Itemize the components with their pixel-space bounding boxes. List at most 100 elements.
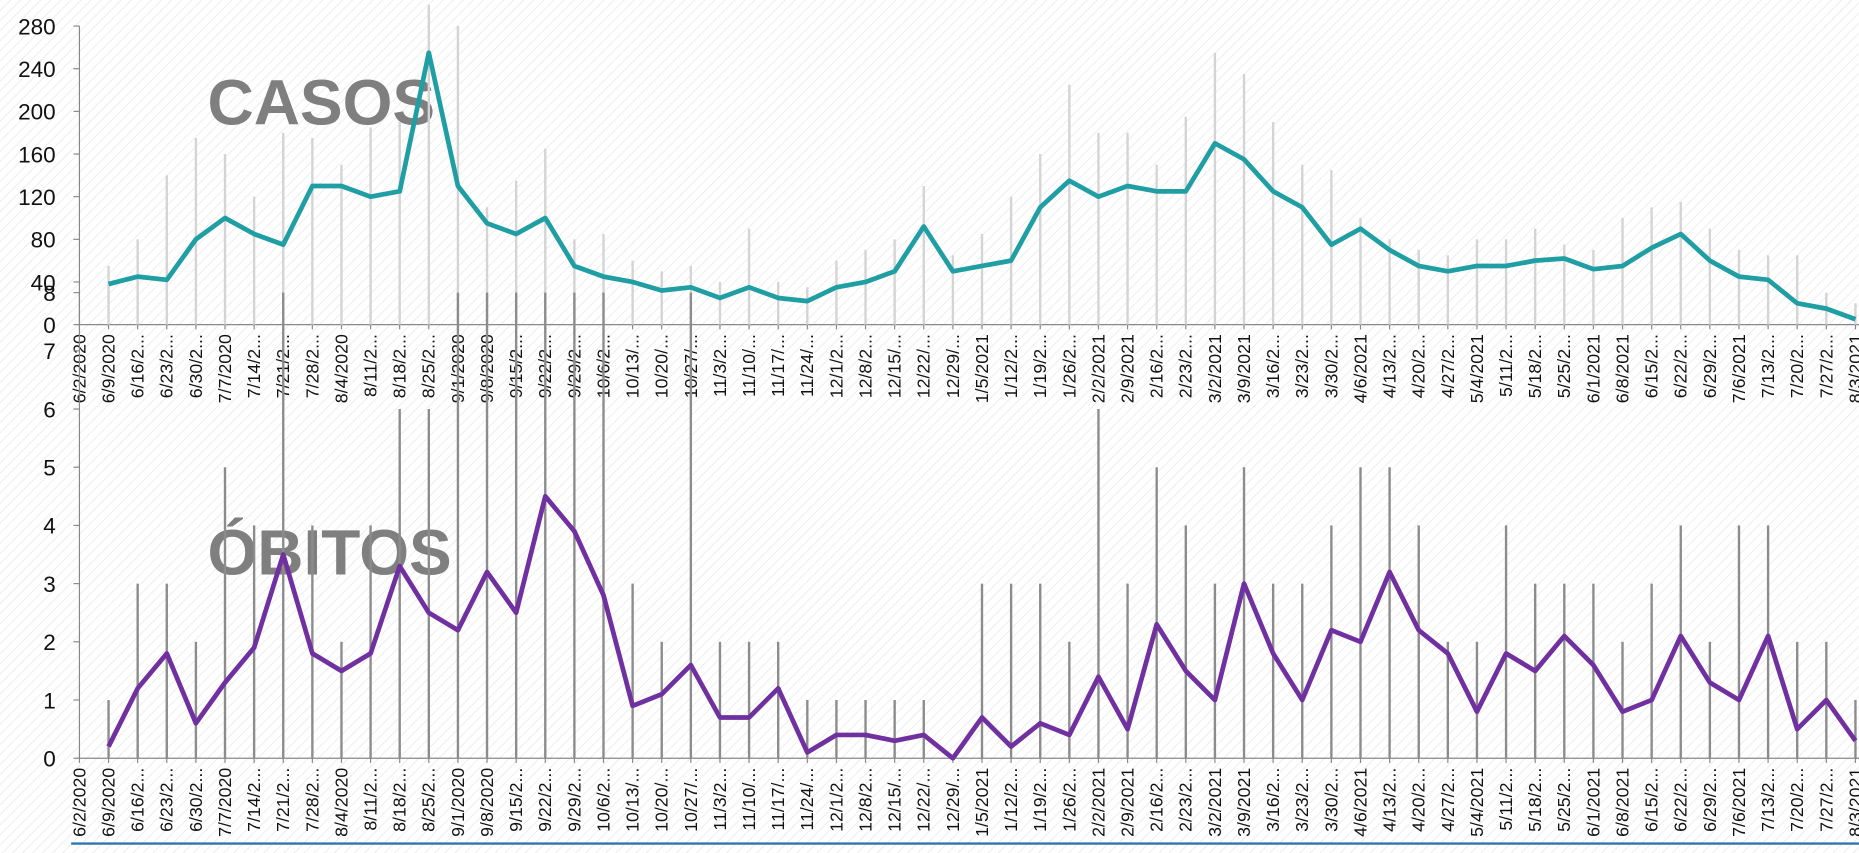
x-tick-label: 11/3/2... [710, 768, 730, 831]
x-tick-label: 1/12/2... [1001, 768, 1021, 832]
bar [1271, 122, 1275, 325]
bar [1155, 164, 1158, 325]
bar [573, 239, 576, 325]
x-tick-label: 3/30/2... [1321, 768, 1341, 832]
bar [1068, 84, 1071, 325]
bar [427, 409, 430, 759]
bar [893, 700, 896, 759]
bar [806, 287, 809, 325]
x-tick-label: 12/8/2... [855, 768, 875, 832]
x-tick-label: 7/20/2... [1787, 768, 1807, 832]
bar [1359, 217, 1362, 325]
bar [1592, 583, 1595, 759]
bar [485, 292, 489, 759]
y-tick-label: 4 [43, 514, 56, 539]
x-tick-label: 3/2/2021 [1205, 768, 1225, 837]
x-tick-label: 4/13/2... [1380, 768, 1400, 832]
x-tick-label: 6/9/2020 [98, 334, 118, 403]
bar [747, 228, 751, 325]
y-tick-label: 6 [43, 397, 56, 422]
x-tick-label: 9/29/2... [564, 768, 584, 832]
bar [223, 467, 227, 759]
y-tick-label: 40 [31, 270, 56, 295]
bar [777, 641, 780, 759]
bar [718, 641, 722, 759]
line [107, 50, 1857, 322]
bar [544, 148, 547, 325]
x-tick-label: 6/1/2021 [1583, 768, 1603, 837]
bar [1039, 154, 1042, 325]
x-tick-label: 6/23/2... [157, 768, 177, 832]
bar [1621, 641, 1624, 759]
bar [1796, 641, 1799, 759]
bar [689, 292, 693, 759]
x-tick-label: 8/11/2... [361, 334, 381, 397]
y-tick-label: 120 [18, 185, 56, 210]
bar [864, 249, 867, 325]
bar [1854, 700, 1857, 759]
bar [864, 700, 867, 759]
x-tick-label: 4/13/2... [1380, 334, 1400, 398]
x-tick-label: 5/25/2... [1554, 334, 1574, 398]
bar [835, 700, 838, 759]
x-tick-label: 3/23/2... [1292, 334, 1312, 398]
bar [1446, 255, 1450, 325]
x-tick-label: 7/13/2... [1758, 768, 1778, 832]
x-tick-label: 7/28/2... [302, 768, 322, 832]
bar [1097, 409, 1100, 759]
x-tick-label: 10/6/2... [593, 768, 613, 832]
bar [1155, 467, 1158, 759]
x-tick-label: 7/7/2020 [215, 334, 235, 403]
bar [1213, 52, 1217, 325]
x-tick-label: 1/5/2021 [972, 334, 992, 403]
bar [1592, 249, 1595, 325]
x-tick-label: 5/25/2... [1554, 768, 1574, 832]
x-tick-label: 1/12/2... [1001, 334, 1021, 398]
x-tick-label: 12/29/... [943, 334, 963, 398]
bar [631, 583, 634, 759]
x-tick-label: 1/5/2021 [972, 768, 992, 837]
y-tick-label: 3 [43, 572, 56, 597]
x-tick-label: 6/29/2... [1700, 334, 1720, 398]
x-tick-label: 2/23/2... [1176, 768, 1196, 832]
bar [398, 122, 401, 325]
x-tick-label: 11/10/... [739, 334, 759, 397]
x-tick-label: 6/2/2020 [69, 768, 89, 837]
x-tick-label: 5/11/2... [1496, 768, 1516, 831]
x-tick-label: 2/2/2021 [1088, 334, 1108, 403]
chart-title: ÓBITOS [207, 517, 451, 589]
bar [1417, 249, 1420, 325]
bar [369, 127, 372, 325]
x-tick-label: 11/17/... [768, 768, 788, 831]
x-tick-label: 7/6/2021 [1729, 768, 1749, 837]
x-tick-label: 7/14/2... [244, 768, 264, 832]
bar [1679, 525, 1682, 759]
chart-title: CASOS [207, 66, 435, 138]
y-tick-label: 160 [18, 142, 56, 167]
bar [485, 207, 489, 325]
x-tick-label: 5/4/2021 [1467, 768, 1487, 837]
bar [951, 255, 955, 325]
y-tick-label: 200 [18, 100, 56, 125]
bar [1388, 239, 1391, 325]
bar [573, 292, 576, 759]
bar [631, 260, 634, 325]
x-tick-label: 7/13/2... [1758, 334, 1778, 398]
x-tick-label: 3/30/2... [1321, 334, 1341, 398]
bar [136, 583, 139, 759]
x-tick-label: 8/25/2... [419, 334, 439, 398]
bar [252, 196, 256, 325]
x-tick-label: 6/8/2021 [1612, 334, 1632, 403]
x-tick-label: 6/22/2... [1671, 768, 1691, 832]
bar [1009, 583, 1013, 759]
bar [398, 409, 401, 759]
bar [1563, 583, 1566, 759]
x-tick-label: 8/18/2... [390, 768, 410, 832]
x-tick-label: 5/11/2... [1496, 334, 1516, 397]
x-tick-label: 4/6/2021 [1350, 334, 1370, 403]
bar [1446, 641, 1450, 759]
y-tick-label: 240 [18, 57, 56, 82]
bar [282, 292, 285, 759]
x-tick-label: 12/1/2... [826, 768, 846, 832]
